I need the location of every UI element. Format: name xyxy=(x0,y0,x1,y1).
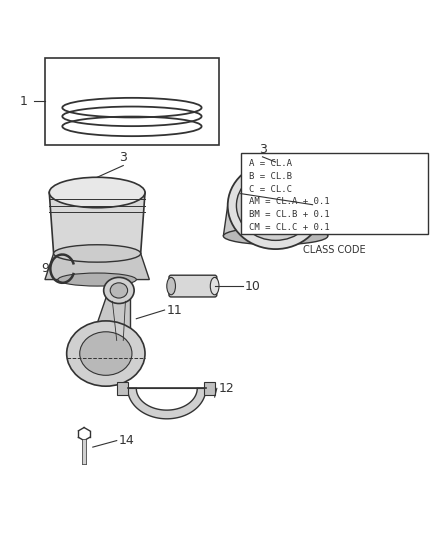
Polygon shape xyxy=(127,389,206,419)
Ellipse shape xyxy=(167,277,176,295)
Ellipse shape xyxy=(53,245,141,262)
Text: 3: 3 xyxy=(119,151,127,164)
Bar xyxy=(308,198,314,201)
Text: B = CL.B: B = CL.B xyxy=(250,172,293,181)
Polygon shape xyxy=(45,254,149,279)
Text: A = CL.A: A = CL.A xyxy=(250,159,293,168)
Ellipse shape xyxy=(228,162,323,249)
Ellipse shape xyxy=(104,277,134,303)
Ellipse shape xyxy=(67,321,145,386)
Text: CM = CL.C + 0.1: CM = CL.C + 0.1 xyxy=(250,223,330,232)
Text: 1: 1 xyxy=(19,95,27,108)
Text: 14: 14 xyxy=(119,434,134,447)
Text: 11: 11 xyxy=(167,303,183,317)
Ellipse shape xyxy=(110,283,127,298)
Ellipse shape xyxy=(247,182,304,230)
Bar xyxy=(308,201,314,204)
Polygon shape xyxy=(49,192,145,254)
Ellipse shape xyxy=(58,273,136,286)
Text: 10: 10 xyxy=(245,280,261,293)
Ellipse shape xyxy=(210,277,219,295)
Text: 3: 3 xyxy=(258,142,266,156)
Text: BM = CL.B + 0.1: BM = CL.B + 0.1 xyxy=(250,210,330,219)
Bar xyxy=(308,204,314,207)
FancyBboxPatch shape xyxy=(169,275,217,297)
Bar xyxy=(117,382,127,395)
Ellipse shape xyxy=(237,171,315,240)
Text: AM = CL.A + 0.1: AM = CL.A + 0.1 xyxy=(250,197,330,206)
Ellipse shape xyxy=(49,177,145,208)
Text: C = CL.C: C = CL.C xyxy=(250,184,293,193)
Text: 9: 9 xyxy=(41,262,49,275)
Ellipse shape xyxy=(80,332,132,375)
Ellipse shape xyxy=(223,228,328,245)
Text: 12: 12 xyxy=(219,382,235,395)
Polygon shape xyxy=(223,206,328,236)
Text: CLASS CODE: CLASS CODE xyxy=(303,245,366,255)
FancyBboxPatch shape xyxy=(241,154,428,234)
Polygon shape xyxy=(86,290,130,353)
Bar xyxy=(204,382,215,395)
FancyBboxPatch shape xyxy=(45,58,219,144)
